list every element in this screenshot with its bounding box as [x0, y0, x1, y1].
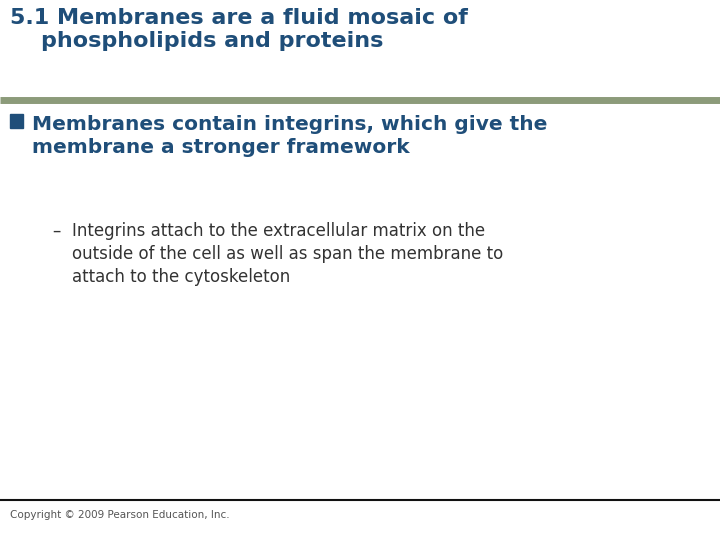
- Bar: [10, 114, 23, 128]
- Text: –: –: [52, 222, 60, 240]
- Text: 5.1 Membranes are a fluid mosaic of
    phospholipids and proteins: 5.1 Membranes are a fluid mosaic of phos…: [10, 8, 468, 51]
- Text: Membranes contain integrins, which give the
membrane a stronger framework: Membranes contain integrins, which give …: [32, 115, 547, 157]
- Text: Copyright © 2009 Pearson Education, Inc.: Copyright © 2009 Pearson Education, Inc.: [10, 510, 230, 520]
- Text: Integrins attach to the extracellular matrix on the
outside of the cell as well : Integrins attach to the extracellular ma…: [72, 222, 503, 286]
